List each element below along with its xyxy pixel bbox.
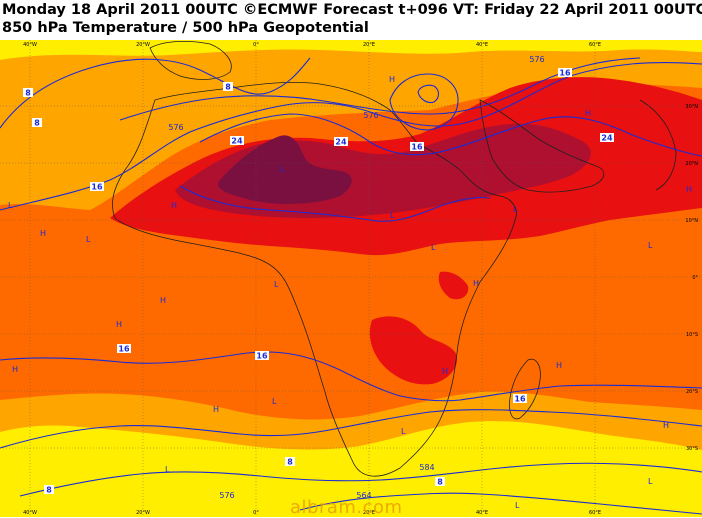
geopotential-labels: 576 576 576 576 584 564 (168, 55, 544, 500)
pressure-centre-label: H (585, 109, 591, 118)
temp-contour-label: 24 (601, 134, 613, 143)
pressure-centre-label: L (513, 205, 518, 214)
lon-bottom-label: 0° (253, 510, 259, 516)
lon-top-label: 40°W (23, 42, 37, 48)
pressure-centre-label: H (40, 229, 46, 238)
pressure-centre-label: H (473, 279, 479, 288)
pressure-centres: L H L H L H L L H H L H H H H L H L L L … (8, 75, 692, 510)
temp-contour-label: 16 (91, 183, 103, 192)
temp-band-16-20-east (438, 271, 469, 300)
contour-16-south (0, 351, 702, 402)
lat-label: 30°S (686, 446, 698, 452)
temp-contour-label: 16 (118, 345, 130, 354)
contour-8-south (0, 409, 702, 449)
pressure-centre-label: L (280, 165, 285, 174)
temperature-labels: 8 8 8 16 24 24 24 16 16 16 16 16 8 8 8 (23, 68, 614, 495)
temp-contour-label: 16 (256, 352, 268, 361)
watermark: albram.com (290, 497, 403, 518)
pressure-centre-label: H (686, 185, 692, 194)
pressure-centre-label: H (160, 296, 166, 305)
coast-india (639, 99, 677, 191)
temp-contour-label: 8 (225, 83, 231, 92)
temp-contour-label: 16 (411, 143, 423, 152)
forecast-title: Monday 18 April 2011 00UTC ©ECMWF Foreca… (2, 2, 702, 18)
pressure-centre-label: L (272, 397, 277, 406)
lat-label: 20°N (685, 161, 698, 167)
contour-576-ring-inner (417, 84, 440, 104)
temp-contour-label: 24 (335, 138, 347, 147)
contour-8-north (0, 57, 311, 129)
lon-bottom-label: 20°E (363, 510, 375, 516)
pressure-centre-label: L (8, 201, 13, 210)
pressure-centre-label: L (86, 235, 91, 244)
lat-label: 0° (692, 275, 698, 281)
lon-bottom-label: 40°W (23, 510, 37, 516)
pressure-centre-label: L (648, 241, 653, 250)
lon-top-label: 20°E (363, 42, 375, 48)
temp-contour-label: 8 (46, 486, 52, 495)
pressure-centre-label: L (165, 465, 170, 474)
lon-bottom-labels: 40°W 20°W 0° 20°E 40°E 60°E (23, 510, 601, 516)
lon-top-label: 60°E (589, 42, 601, 48)
lat-label: 10°S (686, 332, 698, 338)
temp-contour-label: 16 (559, 69, 571, 78)
geopotential-label: 576 (363, 111, 378, 120)
pressure-centre-label: H (663, 421, 669, 430)
temp-contour-label: 16 (514, 395, 526, 404)
coast-iberia (149, 40, 232, 80)
contour-576-ring (389, 73, 459, 131)
coast-arabia (479, 99, 605, 193)
temp-contour-label: 8 (437, 478, 443, 487)
geopotential-label: 576 (219, 491, 234, 500)
lat-label: 30°N (685, 104, 698, 110)
lat-label: 10°N (685, 218, 698, 224)
forecast-map: 40°W 20°W 0° 20°E 40°E 60°E 40°W 20°W 0°… (0, 40, 702, 517)
contour-24-north (199, 113, 702, 157)
geopotential-label: 564 (356, 491, 371, 500)
contour-564-south (299, 492, 702, 515)
lon-top-labels: 40°W 20°W 0° 20°E 40°E 60°E (23, 42, 601, 48)
lat-right-labels: 30°N 20°N 10°N 0° 10°S 20°S 30°S (685, 104, 698, 452)
geopotential-label: 576 (529, 55, 544, 64)
temp-band-ge24 (217, 135, 352, 204)
pressure-centre-label: L (648, 477, 653, 486)
pressure-centre-label: L (515, 501, 520, 510)
pressure-centre-label: H (389, 75, 395, 84)
coastlines (112, 40, 677, 477)
temp-band-16-20-south (369, 316, 458, 385)
pressure-centre-label: L (274, 280, 279, 289)
lon-top-label: 20°W (136, 42, 150, 48)
coast-africa (112, 81, 517, 477)
contour-576-north (119, 57, 641, 121)
temp-contour-label: 8 (25, 89, 31, 98)
coast-madagascar (509, 358, 541, 420)
contour-24-south (179, 185, 491, 222)
geopotential-label: 576 (168, 123, 183, 132)
graticule (0, 40, 702, 517)
lon-bottom-label: 20°W (136, 510, 150, 516)
pressure-centre-label: L (390, 211, 395, 220)
lon-top-label: 40°E (476, 42, 488, 48)
lat-label: 20°S (686, 389, 698, 395)
field-subtitle: 850 hPa Temperature / 500 hPa Geopotenti… (2, 20, 369, 36)
pressure-centre-label: H (12, 365, 18, 374)
temp-contour-label: 24 (231, 137, 243, 146)
geopotential-label: 584 (419, 463, 434, 472)
contours (0, 57, 702, 515)
pressure-centre-label: L (431, 243, 436, 252)
pressure-centre-label: H (213, 405, 219, 414)
pressure-centre-label: H (116, 320, 122, 329)
pressure-centre-label: L (401, 427, 406, 436)
pressure-centre-label: H (442, 367, 448, 376)
lon-top-label: 0° (253, 42, 259, 48)
pressure-centre-label: H (556, 361, 562, 370)
lon-bottom-label: 40°E (476, 510, 488, 516)
temp-contour-label: 8 (34, 119, 40, 128)
temp-contour-label: 8 (287, 458, 293, 467)
contour-576-south (19, 462, 702, 497)
lon-bottom-label: 60°E (589, 510, 601, 516)
pressure-centre-label: H (171, 201, 177, 210)
